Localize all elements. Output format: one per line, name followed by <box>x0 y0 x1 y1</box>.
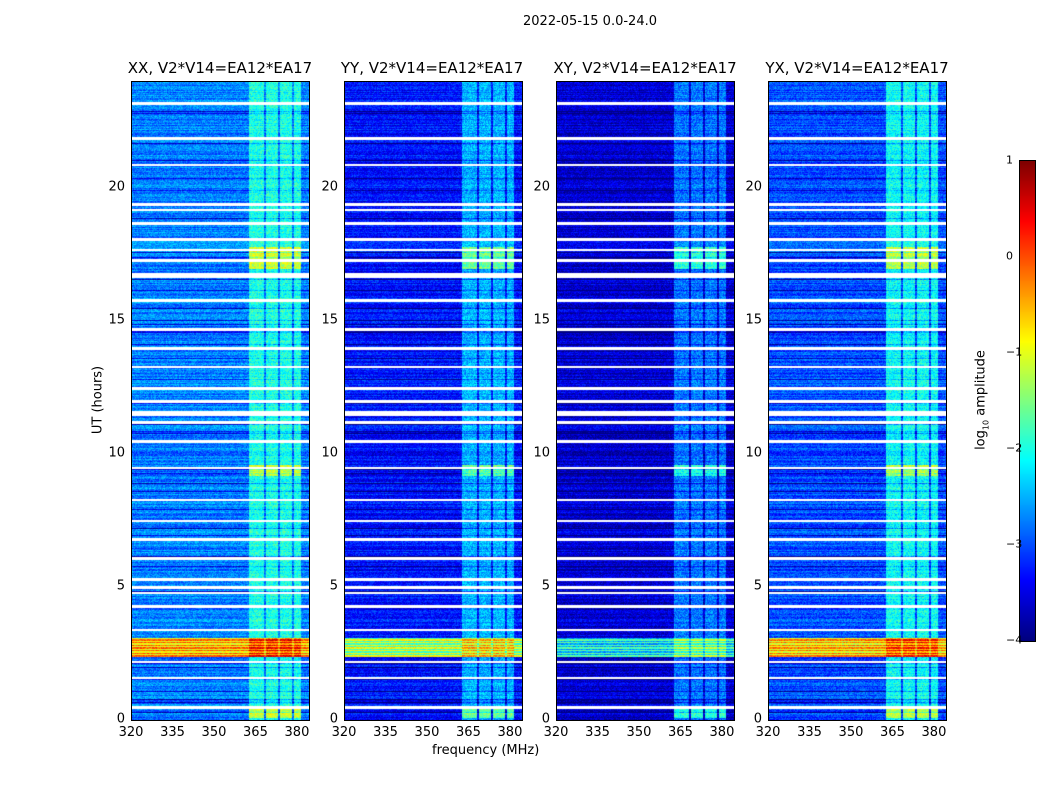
y-tick-label: 15 <box>533 312 550 328</box>
colorbar-tick-label: −2 <box>1006 441 1023 455</box>
spectrogram-xy <box>556 81 735 721</box>
x-tick-label: 365 <box>456 725 481 740</box>
panel-title-xx: XX, V2*V14=EA12*EA17 <box>127 59 313 77</box>
x-tick-label: 335 <box>797 725 822 740</box>
x-tick-label: 380 <box>497 725 523 740</box>
y-tick-label: 5 <box>541 578 550 594</box>
colorbar <box>1019 160 1036 642</box>
colorbar-label-text: amplitude <box>973 350 989 416</box>
colorbar-tick-label: −4 <box>1006 633 1023 647</box>
x-tick-label: 350 <box>838 725 864 740</box>
colorbar-tick-label: 0 <box>1006 249 1013 263</box>
x-tick-label: 365 <box>668 725 693 740</box>
colorbar-label: log10 amplitude <box>974 350 991 450</box>
x-tick-label: 350 <box>201 725 227 740</box>
figure-title: 2022-05-15 0.0-24.0 <box>523 14 657 29</box>
colorbar-tick-label: −1 <box>1006 345 1023 359</box>
heatmap-yx <box>769 82 946 720</box>
spectrogram-yy <box>344 81 523 721</box>
panel-title-yy: YY, V2*V14=EA12*EA17 <box>340 59 524 77</box>
y-tick-label: 10 <box>321 445 338 461</box>
colorbar-label-sub: 10 <box>981 419 991 431</box>
panel-title-yx: YX, V2*V14=EA12*EA17 <box>765 59 949 77</box>
y-tick-label: 20 <box>108 179 125 195</box>
spectrogram-xx <box>131 81 310 721</box>
x-tick-label: 380 <box>921 725 947 740</box>
y-tick-label: 20 <box>321 179 338 195</box>
y-tick-label: 0 <box>541 711 550 727</box>
heatmap-yy <box>345 82 522 720</box>
y-tick-label: 10 <box>533 445 550 461</box>
panel-title-xy: XY, V2*V14=EA12*EA17 <box>553 59 737 77</box>
heatmap-xy <box>557 82 734 720</box>
x-tick-label: 365 <box>880 725 905 740</box>
x-axis-label: frequency (MHz) <box>432 743 540 758</box>
y-tick-label: 20 <box>745 179 762 195</box>
y-tick-label: 0 <box>116 711 125 727</box>
y-tick-label: 10 <box>745 445 762 461</box>
spectrogram-yx <box>768 81 947 721</box>
y-tick-label: 5 <box>329 578 338 594</box>
y-axis-label: UT (hours) <box>90 365 106 435</box>
y-tick-label: 5 <box>753 578 762 594</box>
x-tick-label: 350 <box>626 725 652 740</box>
x-tick-label: 365 <box>243 725 268 740</box>
y-tick-label: 20 <box>533 179 550 195</box>
y-tick-label: 15 <box>745 312 762 328</box>
colorbar-label-log: log <box>973 430 989 450</box>
x-tick-label: 320 <box>331 725 357 740</box>
colorbar-tick-label: 1 <box>1006 153 1013 167</box>
x-tick-label: 380 <box>709 725 735 740</box>
heatmap-xx <box>132 82 309 720</box>
x-tick-label: 320 <box>543 725 569 740</box>
x-tick-label: 335 <box>160 725 185 740</box>
x-tick-label: 320 <box>755 725 781 740</box>
y-tick-label: 5 <box>116 578 125 594</box>
x-tick-label: 335 <box>585 725 610 740</box>
colorbar-tick-label: −3 <box>1006 537 1023 551</box>
y-tick-label: 10 <box>108 445 125 461</box>
y-tick-label: 0 <box>753 711 762 727</box>
y-tick-label: 0 <box>329 711 338 727</box>
y-tick-label: 15 <box>108 312 125 328</box>
x-tick-label: 320 <box>118 725 144 740</box>
x-tick-label: 350 <box>414 725 440 740</box>
x-tick-label: 335 <box>373 725 398 740</box>
x-tick-label: 380 <box>284 725 310 740</box>
y-tick-label: 15 <box>321 312 338 328</box>
